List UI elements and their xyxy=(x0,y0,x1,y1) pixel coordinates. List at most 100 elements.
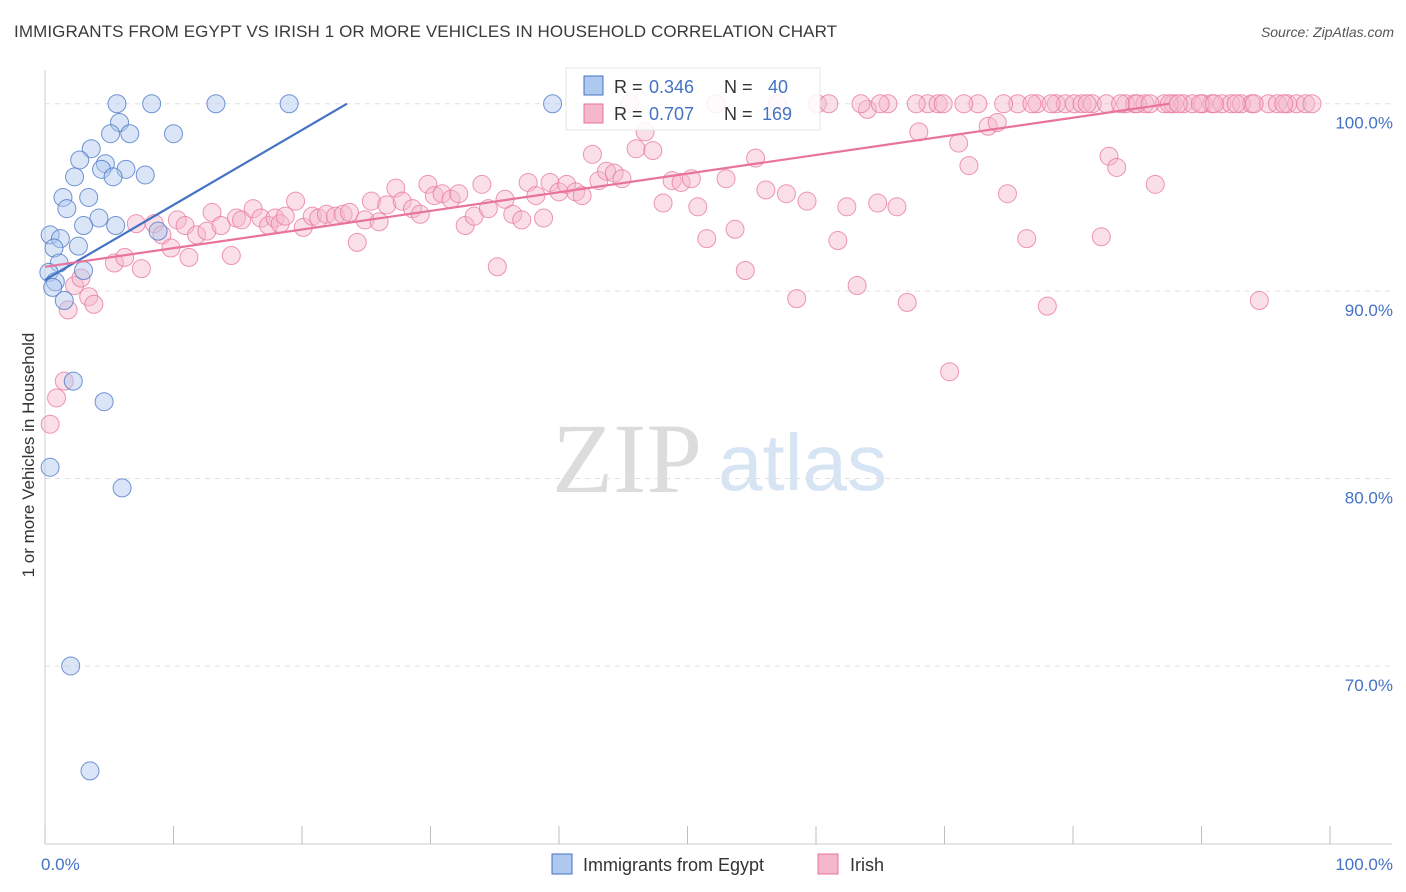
egypt-point xyxy=(164,124,183,144)
y-tick-label: 100.0% xyxy=(1335,114,1393,133)
irish-point xyxy=(735,261,755,281)
legend-r-label-irish: R = xyxy=(614,104,643,124)
irish-point xyxy=(716,169,736,189)
legend-n-value-irish: 169 xyxy=(762,104,792,124)
egypt-points xyxy=(39,94,563,781)
egypt-point xyxy=(279,94,299,114)
irish-point xyxy=(1302,94,1322,114)
irish-point xyxy=(152,225,172,245)
irish-point xyxy=(432,184,452,204)
egypt-point xyxy=(206,94,226,114)
legend-swatch-egypt xyxy=(583,75,604,96)
egypt-point xyxy=(148,221,168,241)
irish-point xyxy=(1226,94,1246,114)
irish-point xyxy=(449,184,469,204)
irish-point xyxy=(918,94,938,114)
irish-point xyxy=(1249,291,1269,311)
irish-point xyxy=(906,94,926,114)
y-tick-label: 70.0% xyxy=(1345,676,1393,695)
legend-r-value-irish: 0.707 xyxy=(649,104,694,124)
egypt-point xyxy=(135,165,155,185)
irish-point xyxy=(776,184,796,204)
irish-point xyxy=(828,231,848,251)
egypt-point xyxy=(68,236,88,256)
irish-point xyxy=(819,94,839,114)
egypt-point xyxy=(79,187,99,207)
irish-point xyxy=(1296,94,1316,114)
irish-point xyxy=(179,247,199,267)
irish-point xyxy=(994,94,1014,114)
irish-point xyxy=(503,204,523,224)
legend-n-label-egypt: N = xyxy=(724,77,753,97)
irish-point xyxy=(251,208,271,228)
egypt-point xyxy=(43,277,63,297)
irish-point xyxy=(756,180,776,200)
irish-point xyxy=(392,191,412,211)
egypt-point xyxy=(80,761,100,781)
egypt-point xyxy=(74,261,94,281)
egypt-point xyxy=(142,94,162,114)
watermark-atlas: atlas xyxy=(718,418,887,507)
irish-point xyxy=(71,268,91,288)
legend-swatch-irish xyxy=(583,103,604,124)
irish-point xyxy=(878,94,898,114)
irish-point xyxy=(377,195,397,215)
bottom-legend: Immigrants from Egypt Irish xyxy=(551,853,884,875)
irish-point xyxy=(887,197,907,217)
egypt-trend-line xyxy=(44,102,348,281)
irish-point xyxy=(47,388,67,408)
irish-point xyxy=(340,202,360,222)
irish-point xyxy=(688,197,708,217)
irish-point xyxy=(1244,94,1264,114)
stats-legend: R = 0.346 N = 40 R = 0.707 N = 169 xyxy=(565,67,821,131)
irish-point xyxy=(221,246,241,266)
y-tick-label: 80.0% xyxy=(1345,489,1393,508)
irish-point xyxy=(643,141,663,161)
irish-point xyxy=(286,191,306,211)
irish-point xyxy=(361,191,381,211)
egypt-point xyxy=(50,229,70,249)
bottom-legend-swatch-egypt xyxy=(551,853,573,875)
irish-point xyxy=(211,216,231,236)
irish-point xyxy=(1190,94,1210,114)
irish-point xyxy=(928,94,948,114)
irish-point xyxy=(131,259,151,279)
irish-point xyxy=(1111,94,1131,114)
axes: 100.0% 90.0% 80.0% 70.0% 0.0% 100.0% xyxy=(41,70,1393,874)
irish-point xyxy=(197,221,217,241)
irish-point xyxy=(572,186,592,206)
irish-point xyxy=(232,210,252,230)
irish-point xyxy=(1183,94,1203,114)
bottom-legend-swatch-irish xyxy=(817,853,839,875)
irish-point xyxy=(115,247,135,267)
egypt-point xyxy=(57,199,77,219)
irish-point xyxy=(870,94,890,114)
irish-point xyxy=(1027,94,1047,114)
irish-point xyxy=(472,174,492,194)
legend-n-value-egypt: 40 xyxy=(768,77,788,97)
irish-point xyxy=(597,161,617,181)
legend-r-label-egypt: R = xyxy=(614,77,643,97)
irish-point xyxy=(968,94,988,114)
irish-point xyxy=(851,94,871,114)
irish-point xyxy=(1091,227,1111,247)
egypt-point xyxy=(40,457,60,477)
irish-points xyxy=(40,94,1322,434)
irish-point xyxy=(369,212,389,232)
irish-point xyxy=(1204,94,1224,114)
irish-point xyxy=(1082,94,1102,114)
irish-point xyxy=(949,133,969,153)
y-axis-label: 1 or more Vehicles in Household xyxy=(19,333,38,578)
egypt-point xyxy=(44,238,64,258)
irish-point xyxy=(959,156,979,176)
irish-point xyxy=(65,276,85,296)
egypt-point xyxy=(53,187,73,207)
irish-point xyxy=(1041,94,1061,114)
irish-point xyxy=(1274,94,1294,114)
irish-point xyxy=(837,197,857,217)
bottom-legend-label-egypt: Immigrants from Egypt xyxy=(583,855,764,875)
bottom-legend-label-irish: Irish xyxy=(850,855,884,875)
irish-point xyxy=(1099,146,1119,166)
egypt-point xyxy=(103,167,123,187)
